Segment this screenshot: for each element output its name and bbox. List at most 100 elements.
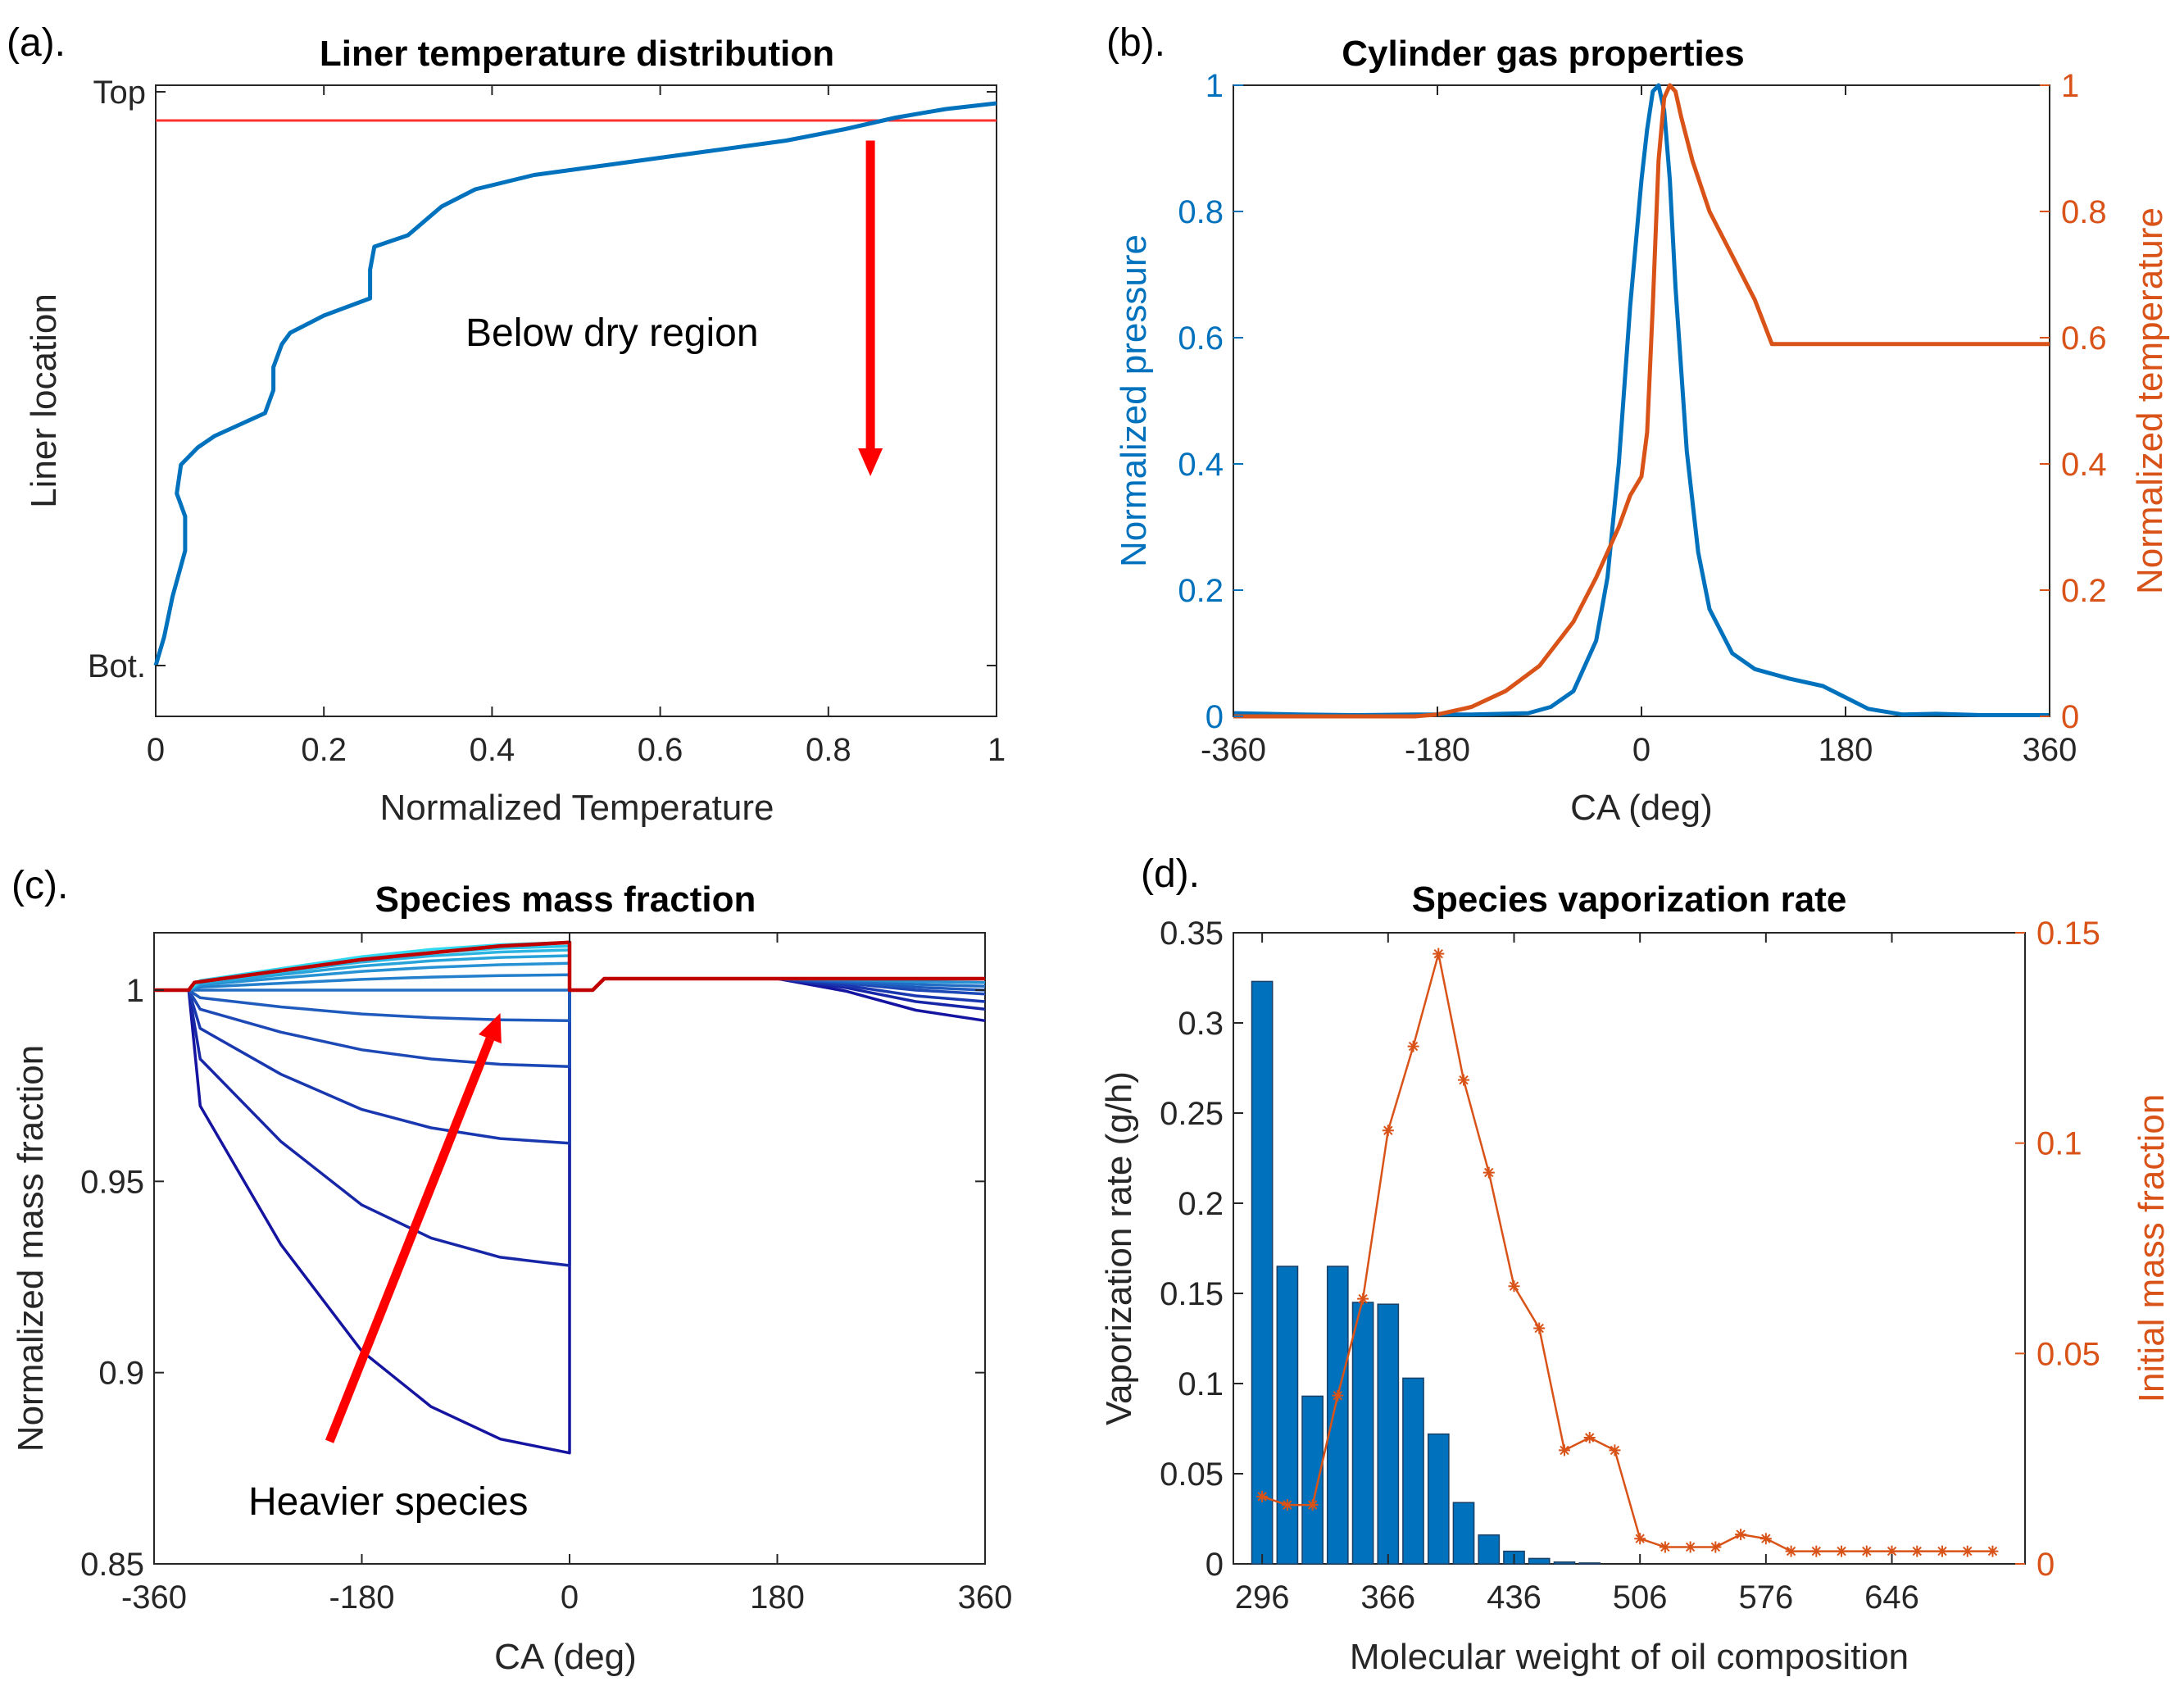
panel-a-arrow-head <box>858 448 883 476</box>
panel-a-annotation: Below dry region <box>465 311 759 355</box>
panel-d-label: (d). <box>1141 852 1200 896</box>
panel-d-mass-fraction-point <box>1256 1490 1269 1502</box>
panel-c-ytick-label: 0.95 <box>80 1164 144 1200</box>
panel-c-ylabel: Normalized mass fraction <box>11 1045 51 1452</box>
panel-d: (d). Species vaporization rate 296 366 436… <box>1099 852 2172 1677</box>
panel-d-xtick-label: 506 <box>1613 1579 1668 1616</box>
panel-a-xtick-label: 0.4 <box>470 732 515 768</box>
panel-d-mass-fraction-point <box>1634 1533 1646 1545</box>
panel-d-bar <box>1251 980 1274 1565</box>
panel-d-mass-fraction-point <box>1433 948 1445 960</box>
panel-d-mass-fraction-point <box>1558 1444 1570 1457</box>
panel-a-series-group <box>153 101 997 666</box>
panel-d-ytick-label: 0.1 <box>1178 1366 1224 1402</box>
panel-b-ytick-label: 0 <box>1206 699 1224 735</box>
panel-d-mass-fraction-point <box>1986 1545 1999 1557</box>
panel-d-bar <box>1301 1395 1324 1565</box>
panel-c-xlabel: CA (deg) <box>494 1637 637 1677</box>
panel-d-plot-area: 296 366 436 506 576 646 0 0.05 0.1 0.15 0.2 0.25 0.3… <box>1160 916 2100 1616</box>
panel-b-ytick-label: 0.4 <box>1178 447 1224 483</box>
panel-d-mass-fraction-point <box>1659 1541 1671 1553</box>
panel-c-series-group <box>154 940 986 1455</box>
panel-d-bar <box>1276 1266 1299 1565</box>
panel-b-series-group <box>1233 83 2050 719</box>
panel-b-right-ytick-label: 0.4 <box>2061 447 2107 483</box>
panel-b-xtick-label: 180 <box>1818 732 1873 768</box>
panel-c-annotation: Heavier species <box>248 1480 528 1524</box>
panel-c-xtick-label: -360 <box>121 1579 187 1616</box>
panel-b-temperature-line <box>1233 83 2050 719</box>
panel-a-xtick-label: 1 <box>988 732 1006 768</box>
panel-d-ytick-label: 0.05 <box>1160 1457 1224 1493</box>
panel-d-xtick-label: 576 <box>1738 1579 1793 1616</box>
panel-b-plot-area: -360 -180 0 180 36000.20.40.60.8100.20.40.60… <box>1178 68 2106 768</box>
panel-c-arrow-shaft <box>325 1037 495 1443</box>
panel-d-mass-fraction-point <box>1332 1389 1344 1402</box>
panel-d-mass-fraction-point <box>1886 1545 1898 1557</box>
panel-d-bar <box>1553 1561 1576 1565</box>
panel-d-xtick-label: 646 <box>1864 1579 1919 1616</box>
panel-d-mass-fraction-point <box>1382 1125 1394 1137</box>
panel-d-bar <box>1326 1266 1349 1565</box>
panel-d-right-ytick-label: 0.15 <box>2036 916 2100 952</box>
panel-a-plot-area: 0 0.2 0.4 0.6 0.8 1 Bot. Top <box>88 75 1006 768</box>
panel-a-xtick-label: 0.6 <box>638 732 683 768</box>
panel-b-right-ytick-label: 0.6 <box>2061 320 2107 357</box>
panel-d-xtick-label: 296 <box>1235 1579 1290 1616</box>
panel-d-ytick-label: 0 <box>1206 1547 1224 1583</box>
panel-d-series-group <box>1251 948 1999 1565</box>
panel-d-xtick-label: 436 <box>1487 1579 1542 1616</box>
panel-a-title: Liner temperature distribution <box>320 34 834 74</box>
panel-d-right-ytick-label: 0 <box>2036 1547 2055 1583</box>
panel-c-xtick-label: 0 <box>561 1579 579 1616</box>
panel-d-mass-fraction-point <box>1407 1040 1419 1052</box>
panel-d-mass-fraction-point <box>1684 1541 1696 1553</box>
panel-d-mass-fraction-point <box>1937 1545 1949 1557</box>
panel-a-xtick-label: 0.8 <box>806 732 851 768</box>
panel-a-ytick-label: Top <box>93 75 147 111</box>
panel-b-xtick-label: 360 <box>2023 732 2077 768</box>
panel-a-ylabel: Liner location <box>24 293 64 508</box>
panel-b-right-ytick-label: 0 <box>2061 699 2079 735</box>
panel-b-ytick-label: 0.2 <box>1178 573 1224 609</box>
panel-b: (b). Cylinder gas properties -360 -180 0 18… <box>1106 21 2170 828</box>
panel-b-xtick-label: -180 <box>1405 732 1470 768</box>
panel-b-right-ytick-label: 1 <box>2061 68 2079 104</box>
panel-d-mass-fraction-point <box>1508 1280 1520 1293</box>
panel-c-ticks: -360 -180 0 180 360 0.85 0.9 0.95 1 <box>80 933 1012 1616</box>
panel-b-label: (b). <box>1106 21 1165 65</box>
panel-c-arrow-head <box>478 1013 502 1044</box>
panel-c-xtick-label: 180 <box>750 1579 805 1616</box>
panel-d-bar <box>1402 1377 1424 1565</box>
panel-c-ytick-label: 0.9 <box>98 1356 144 1392</box>
panel-d-mass-fraction-point <box>1357 1293 1369 1305</box>
panel-a-xtick-label: 0 <box>147 732 165 768</box>
panel-d-xlabel: Molecular weight of oil composition <box>1350 1637 1909 1677</box>
panel-c-xtick-label: 360 <box>958 1579 1013 1616</box>
panel-d-mass-fraction-point <box>1281 1499 1293 1511</box>
panel-c-xtick-label: -180 <box>329 1579 394 1616</box>
panel-a: (a). Liner temperature distribution 0 0.2… <box>7 21 1006 828</box>
panel-b-ytick-label: 0.8 <box>1178 194 1224 230</box>
panel-d-mass-fraction-point <box>1735 1529 1747 1541</box>
panel-b-ylabel: Normalized pressure <box>1114 234 1154 567</box>
panel-d-ylabel: Vaporization rate (g/h) <box>1099 1071 1139 1425</box>
panel-d-xtick-label: 366 <box>1360 1579 1415 1616</box>
panel-c-plot-area: -360 -180 0 180 360 0.85 0.9 0.95 1 <box>80 932 1012 1616</box>
panel-a-axes-box <box>155 84 997 717</box>
panel-c-ytick-label: 1 <box>126 973 144 1009</box>
panel-d-title: Species vaporization rate <box>1412 879 1847 920</box>
panel-d-mass-fraction-point <box>1810 1545 1823 1557</box>
panel-d-mass-fraction-point <box>1710 1541 1722 1553</box>
panel-d-bar <box>1578 1562 1601 1565</box>
panel-d-ytick-label: 0.2 <box>1178 1186 1224 1222</box>
panel-a-ticks: 0 0.2 0.4 0.6 0.8 1 Bot. Top <box>88 75 1006 768</box>
panel-a-temperature-line <box>153 101 997 666</box>
panel-b-title: Cylinder gas properties <box>1342 34 1744 74</box>
panel-d-ticks: 296 366 436 506 576 646 0 0.05 0.1 0.15 0.2 0.25 0.3… <box>1160 916 2100 1616</box>
panel-a-ytick-label: Bot. <box>88 648 146 684</box>
panel-b-pressure-line <box>1233 83 2050 717</box>
panel-d-ytick-label: 0.25 <box>1160 1096 1224 1132</box>
panel-d-mass-fraction-point <box>1533 1322 1546 1334</box>
